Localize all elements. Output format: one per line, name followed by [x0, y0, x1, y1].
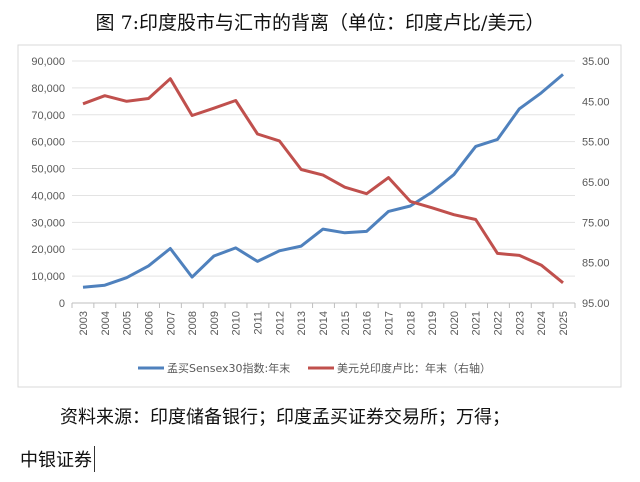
x-tick-label: 2007: [165, 311, 177, 335]
x-tick-label: 2008: [187, 311, 199, 335]
source-note: 资料来源：印度储备银行；印度孟买证券交易所；万得；: [60, 407, 510, 428]
right-tick-label: 65.00: [582, 177, 610, 189]
x-tick-label: 2021: [471, 311, 483, 335]
x-tick-label: 2022: [493, 311, 505, 335]
left-tick-label: 30,000: [31, 217, 65, 229]
chart-border: [17, 44, 622, 388]
left-tick-label: 60,000: [31, 137, 65, 149]
x-tick-label: 2012: [274, 311, 286, 335]
x-tick-label: 2024: [536, 311, 548, 335]
right-tick-label: 95.00: [582, 298, 610, 310]
x-tick-label: 2023: [514, 311, 526, 335]
x-tick-label: 2011: [253, 311, 265, 335]
x-tick-label: 2003: [78, 311, 90, 335]
series-line-1: [82, 77, 564, 284]
x-tick-label: 2004: [100, 311, 112, 335]
legend-label: 孟买Sensex30指数:年末: [167, 361, 290, 375]
x-tick-label: 2020: [449, 311, 461, 335]
left-tick-label: 80,000: [31, 83, 65, 95]
left-tick-label: 10,000: [31, 271, 65, 283]
x-tick-label: 2019: [427, 311, 439, 335]
x-tick-label: 2017: [383, 311, 395, 335]
x-tick-label: 2016: [362, 311, 374, 335]
right-tick-label: 75.00: [582, 217, 610, 229]
source-note-2: 中银证券: [20, 446, 95, 472]
left-tick-label: 20,000: [31, 244, 65, 256]
x-tick-label: 2013: [296, 311, 308, 335]
x-tick-label: 2015: [340, 311, 352, 335]
x-tick-label: 2005: [122, 311, 134, 335]
line-chart: 0 10,000 20,000 30,000 40,000 50,000 60,000 70,…: [17, 44, 622, 388]
right-tick-label: 45.00: [582, 96, 610, 108]
right-tick-label: 85.00: [582, 258, 610, 270]
right-tick-label: 35.00: [582, 56, 610, 68]
chart-title: 图 7:印度股市与汇市的背离（单位：印度卢比/美元）: [95, 12, 545, 34]
x-tick-label: 2010: [231, 311, 243, 335]
x-tick-label: 2006: [143, 311, 155, 335]
right-tick-label: 55.00: [582, 137, 610, 149]
x-tick-label: 2014: [318, 311, 330, 335]
left-tick-label: 40,000: [31, 190, 65, 202]
series-line-0: [82, 73, 564, 289]
left-tick-label: 0: [59, 298, 65, 310]
x-tick-label: 2025: [558, 311, 570, 335]
x-tick-label: 2018: [405, 311, 417, 335]
x-tick-label: 2009: [209, 311, 221, 335]
left-tick-label: 50,000: [31, 164, 65, 176]
left-tick-label: 90,000: [31, 56, 65, 68]
left-tick-label: 70,000: [31, 110, 65, 122]
legend-label: 美元兑印度卢比：年末（右轴）: [337, 361, 491, 375]
